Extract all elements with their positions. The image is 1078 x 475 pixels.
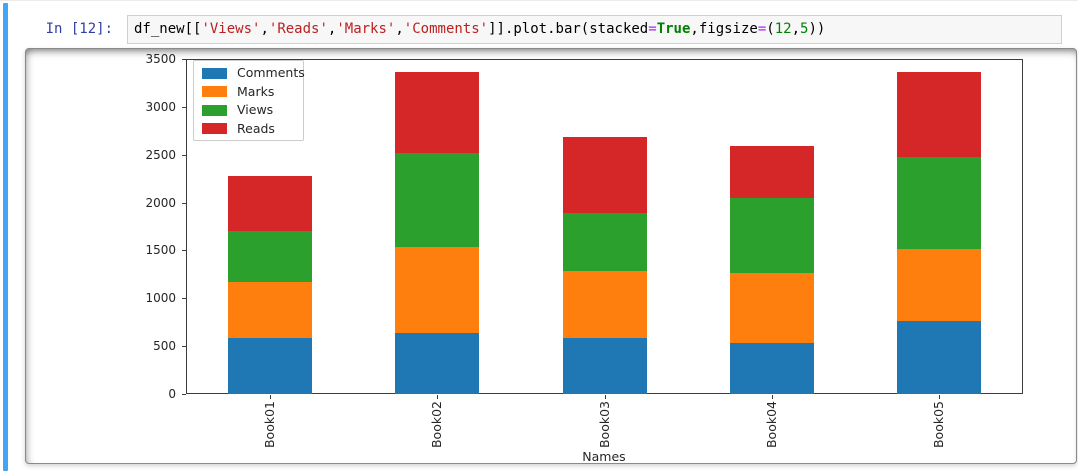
code-token-plain: df_new[[ <box>134 21 202 37</box>
y-tick-label: 3000 <box>145 99 176 114</box>
legend-item-Marks: Marks <box>202 83 295 99</box>
selected-cell-indicator <box>3 3 8 471</box>
x-tick-label-text: Book02 <box>429 401 445 449</box>
bar-segment-Book01-Marks <box>227 282 312 339</box>
x-tick-mark <box>604 395 606 399</box>
code-token-plain: , <box>327 21 337 37</box>
y-tick-mark <box>182 154 186 156</box>
legend-label: Reads <box>237 120 275 136</box>
code-token-operator: = <box>757 21 767 37</box>
code-token-operator: = <box>648 21 657 37</box>
y-tick-mark <box>182 346 186 348</box>
x-tick-label-text: Book03 <box>596 401 612 449</box>
bar-segment-Book01-Reads <box>227 175 312 232</box>
y-tick-label: 1500 <box>145 243 176 258</box>
code-token-string: 'Reads' <box>268 21 328 37</box>
legend-item-Comments: Comments <box>202 66 305 80</box>
x-tick-mark <box>939 395 941 399</box>
x-tick-mark <box>269 395 271 399</box>
bar-segment-Book03-Comments <box>562 337 647 394</box>
legend-label: Marks <box>237 83 275 99</box>
code-input[interactable]: df_new[['Views','Reads','Marks','Comment… <box>127 15 1062 44</box>
x-tick-label: Book04 <box>764 401 779 452</box>
bar-segment-Book04-Reads <box>729 146 814 198</box>
code-token-string: 'Comments' <box>403 21 489 37</box>
x-tick-label-text: Book05 <box>931 401 947 449</box>
y-tick-mark <box>182 59 186 60</box>
input-prompt: In [12]: <box>45 21 113 37</box>
legend-swatch <box>202 67 227 79</box>
legend-swatch <box>202 123 227 135</box>
y-tick-mark <box>182 202 186 204</box>
bar-segment-Book03-Views <box>562 213 647 272</box>
legend-item-Reads: Reads <box>202 120 295 136</box>
y-tick-label: 3500 <box>145 52 176 66</box>
code-token-number: 12 <box>774 21 792 37</box>
y-tick-label: 500 <box>153 339 176 354</box>
bar-segment-Book02-Marks <box>395 246 480 333</box>
legend-label: Views <box>237 102 274 117</box>
code-line[interactable]: df_new[['Views','Reads','Marks','Comment… <box>134 21 825 37</box>
code-token-keyword: True <box>656 21 691 37</box>
x-tick-label: Book05 <box>931 401 946 452</box>
x-tick-label-text: Book01 <box>261 401 277 449</box>
bar-segment-Book05-Views <box>897 156 982 249</box>
bar-segment-Book05-Comments <box>897 321 982 394</box>
bar-segment-Book03-Marks <box>562 271 647 338</box>
y-tick-label: 2000 <box>145 195 176 210</box>
code-token-string: 'Views' <box>201 21 261 37</box>
bar-segment-Book04-Views <box>729 197 814 274</box>
bar-segment-Book05-Marks <box>897 248 982 322</box>
y-tick-mark <box>182 298 186 300</box>
code-token-plain: ( <box>766 21 775 37</box>
y-tick-label: 2500 <box>145 147 176 162</box>
x-tick-label: Book02 <box>429 401 444 452</box>
chart-legend: Comments Marks Views Reads <box>193 60 305 141</box>
legend-swatch <box>202 104 227 116</box>
bar-segment-Book02-Reads <box>395 72 480 153</box>
x-tick-label: Book01 <box>262 401 277 452</box>
bar-segment-Book04-Comments <box>729 343 814 394</box>
legend-swatch <box>202 86 227 98</box>
code-token-plain: )) <box>808 21 826 37</box>
output-figure: Comments Marks Views Reads Names 0 500 1000 15… <box>25 48 1077 464</box>
code-token-plain: , <box>791 21 801 37</box>
bar-segment-Book02-Views <box>395 152 480 247</box>
legend-item-Views: Views <box>202 102 295 117</box>
x-axis-title: Names <box>582 449 626 464</box>
code-token-plain: , <box>260 21 269 37</box>
y-tick-mark <box>182 394 186 395</box>
x-tick-label: Book03 <box>597 401 612 452</box>
bar-segment-Book01-Views <box>227 231 312 282</box>
x-tick-mark <box>437 395 439 399</box>
y-tick-label: 1000 <box>145 291 176 306</box>
bar-segment-Book01-Comments <box>227 338 312 394</box>
y-tick-label: 0 <box>168 387 176 401</box>
code-token-number: 5 <box>800 21 809 37</box>
bar-segment-Book04-Marks <box>729 273 814 344</box>
code-token-plain: ]].plot.bar(stacked <box>488 21 649 37</box>
legend-label: Comments <box>237 65 305 80</box>
bar-segment-Book03-Reads <box>562 136 647 214</box>
x-tick-label-text: Book04 <box>763 401 779 449</box>
code-token-plain: , <box>395 21 404 37</box>
y-tick-mark <box>182 250 186 252</box>
bar-segment-Book05-Reads <box>897 72 982 157</box>
code-token-plain: ,figsize <box>690 21 758 37</box>
y-tick-mark <box>182 106 186 108</box>
bar-segment-Book02-Comments <box>395 332 480 394</box>
x-tick-mark <box>771 395 773 399</box>
code-token-string: 'Marks' <box>336 21 396 37</box>
